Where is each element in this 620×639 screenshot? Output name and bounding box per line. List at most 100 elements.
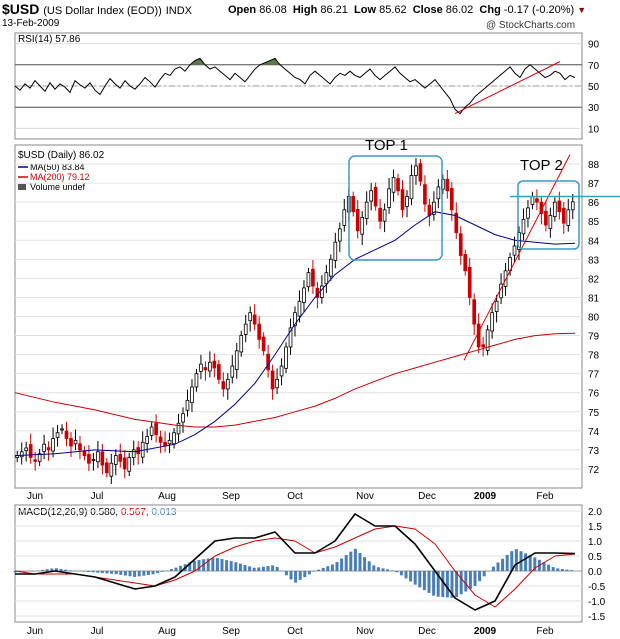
macd-hist-bar bbox=[41, 569, 45, 571]
macd-hist-bar bbox=[192, 560, 196, 571]
price-candle bbox=[69, 432, 73, 457]
candle-body bbox=[109, 462, 114, 477]
macd-hist-bar bbox=[450, 571, 454, 598]
macd-hist-bar bbox=[64, 569, 68, 571]
macd-hist-bar bbox=[358, 553, 362, 571]
macd-hist-bar bbox=[570, 570, 574, 571]
candle-body bbox=[436, 186, 441, 200]
macd-hist-bar bbox=[298, 571, 302, 580]
macd-hist-bar bbox=[335, 562, 339, 571]
candle-body bbox=[427, 204, 432, 216]
macd-hist-bar bbox=[45, 569, 49, 571]
macd-line bbox=[15, 513, 576, 611]
macd-hist-bar bbox=[100, 571, 104, 574]
price-candle bbox=[288, 318, 293, 355]
candle-body bbox=[557, 200, 562, 213]
macd-hist-bar bbox=[50, 568, 54, 571]
macd-hist-bar bbox=[487, 571, 491, 572]
macd-hist-bar bbox=[271, 565, 275, 571]
price-candle bbox=[284, 342, 288, 374]
macd-tick-label: 0.5 bbox=[588, 552, 602, 563]
price-candle bbox=[467, 257, 472, 306]
candle-body bbox=[360, 217, 365, 235]
macd-hist-bar bbox=[284, 571, 288, 576]
candle-body bbox=[364, 201, 369, 219]
price-candle bbox=[494, 294, 499, 323]
price-candle bbox=[230, 355, 235, 384]
price-candle bbox=[24, 441, 29, 462]
price-tick-label: 86 bbox=[588, 198, 600, 209]
macd-tick-label: 0.0 bbox=[588, 567, 602, 578]
rsi-trendline bbox=[454, 61, 561, 115]
price-candle bbox=[51, 427, 55, 458]
macd-hist-bar bbox=[96, 571, 100, 573]
chg-value: -0.17 (-0.20%) bbox=[503, 4, 575, 16]
candle-body bbox=[463, 253, 468, 272]
macd-hist-bar bbox=[105, 571, 109, 574]
macd-hist-bar bbox=[266, 566, 270, 571]
candle-body bbox=[387, 188, 391, 208]
symbol-name: (US Dollar Index (EOD)) bbox=[43, 5, 162, 17]
candle-body bbox=[181, 413, 185, 423]
macd-hist-bar bbox=[399, 571, 403, 576]
price-candle bbox=[190, 379, 194, 412]
macd-hist-bar bbox=[151, 571, 155, 575]
rsi-tick-label: 90 bbox=[588, 40, 600, 51]
candle-body bbox=[409, 175, 414, 200]
macd-hist-bar bbox=[54, 568, 58, 571]
month-label: Jul bbox=[91, 626, 104, 637]
macd-hist-bar bbox=[514, 549, 518, 571]
macd-hist-bar bbox=[169, 569, 173, 571]
candle-body bbox=[414, 165, 418, 176]
price-candle bbox=[270, 364, 275, 400]
candle-body bbox=[566, 209, 571, 226]
price-candle bbox=[194, 368, 199, 392]
price-candle bbox=[302, 280, 306, 312]
price-candle bbox=[261, 332, 266, 356]
macd-hist-bar bbox=[77, 571, 81, 572]
price-candle bbox=[526, 200, 530, 228]
month-label: Aug bbox=[158, 491, 176, 502]
macd-hist-bar bbox=[59, 568, 63, 571]
macd-hist-bar bbox=[422, 571, 426, 591]
month-label: Sep bbox=[222, 626, 240, 637]
price-candle bbox=[387, 177, 391, 214]
candle-body bbox=[248, 312, 253, 322]
candle-body bbox=[351, 196, 356, 213]
candle-body bbox=[55, 432, 60, 438]
low-label: Low bbox=[354, 4, 377, 16]
candle-body bbox=[158, 436, 163, 443]
month-label: Oct bbox=[287, 626, 303, 637]
macd-hist-bar bbox=[229, 561, 233, 571]
candle-body bbox=[257, 323, 261, 340]
candle-body bbox=[396, 178, 400, 192]
macd-hist-bar bbox=[478, 571, 482, 582]
macd-hist-bar bbox=[197, 559, 201, 571]
price-candle bbox=[553, 197, 557, 222]
price-candle bbox=[145, 428, 149, 453]
price-candle bbox=[158, 430, 163, 454]
price-candle bbox=[208, 351, 212, 378]
open-label: Open bbox=[228, 4, 257, 16]
macd-hist-bar bbox=[376, 567, 380, 571]
price-candle bbox=[105, 458, 109, 478]
candle-body bbox=[288, 327, 293, 348]
candle-body bbox=[369, 190, 373, 202]
candle-body bbox=[423, 184, 427, 205]
candle-body bbox=[270, 370, 275, 390]
macd-hist-bar bbox=[528, 555, 532, 571]
candle-body bbox=[252, 314, 257, 325]
macd-tick-label: 1.5 bbox=[588, 522, 602, 533]
price-candle bbox=[566, 198, 571, 232]
candle-body bbox=[512, 245, 517, 256]
candle-body bbox=[28, 444, 33, 458]
price-tick-label: 82 bbox=[588, 274, 600, 285]
macd-hist-bar bbox=[82, 571, 86, 572]
macd-hist-bar bbox=[427, 571, 431, 593]
candle-body bbox=[324, 272, 329, 285]
month-label: Sep bbox=[222, 491, 240, 502]
price-candle bbox=[243, 314, 248, 343]
macd-tick-label: 2.0 bbox=[588, 507, 602, 518]
price-candle bbox=[109, 453, 114, 484]
annotations: TOP 1 TOP 2 bbox=[348, 137, 620, 361]
